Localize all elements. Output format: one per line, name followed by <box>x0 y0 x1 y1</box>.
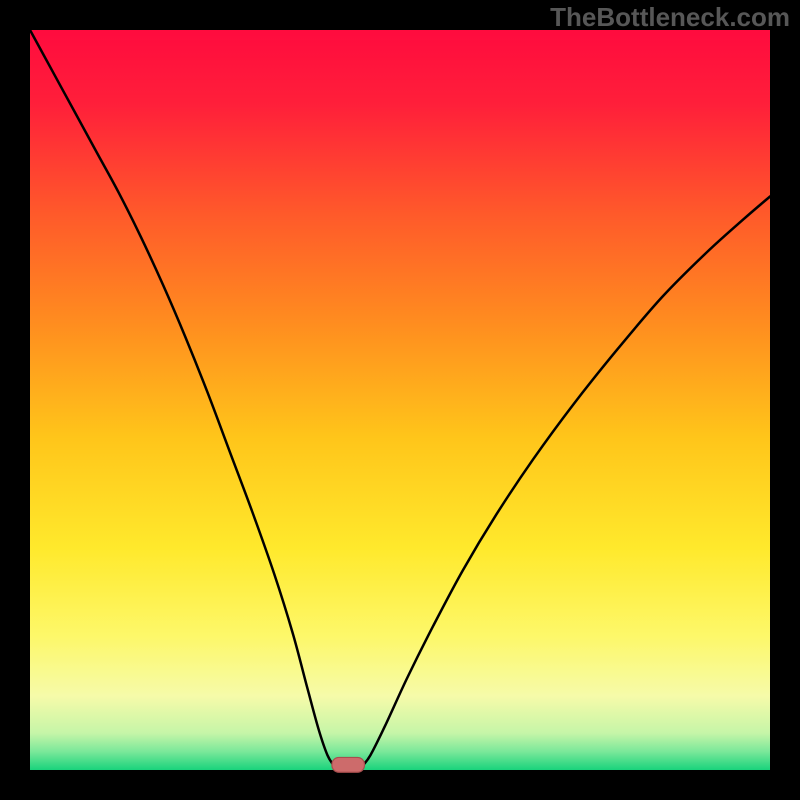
bottleneck-chart-svg <box>0 0 800 800</box>
plot-area <box>30 30 770 770</box>
minimum-marker <box>332 757 365 772</box>
chart-stage: TheBottleneck.com <box>0 0 800 800</box>
